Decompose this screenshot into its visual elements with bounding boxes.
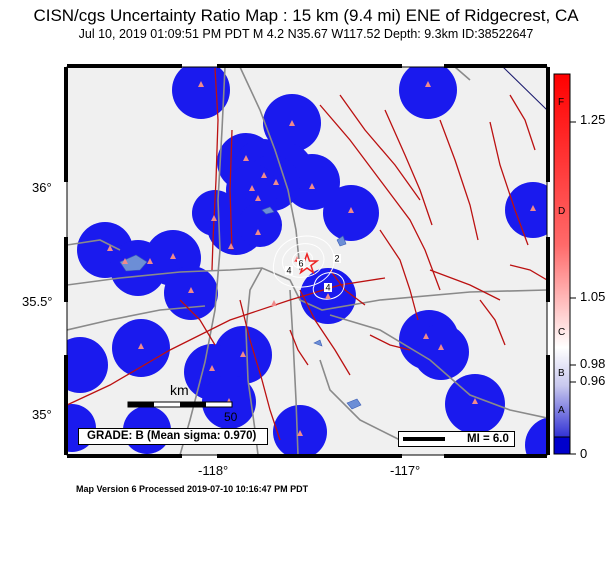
contour-label-group: 6 4 2 4 (285, 254, 341, 293)
km-distance: 50 (224, 410, 238, 424)
scale-tick: 1.25 (580, 112, 606, 127)
scale-tick: 0.96 (580, 373, 606, 388)
event-info: Jul 10, 2019 01:09:51 PM PDT M 4.2 N35.6… (78, 27, 534, 41)
scale-tick: 0 (580, 446, 588, 461)
lat-tick: 36° (32, 180, 52, 195)
faults (67, 67, 547, 441)
lon-tick: -117° (390, 463, 421, 478)
grade-letter: D (558, 206, 565, 217)
contour-label: 4 (287, 266, 292, 276)
boundary-line (502, 67, 547, 111)
grade-letter: A (558, 405, 565, 416)
contour-label: 4 (326, 283, 331, 293)
grade-letter: C (558, 327, 565, 338)
mi-legend: MI = 6.0 (398, 431, 515, 447)
grade-letter: B (558, 368, 565, 379)
lat-tick: 35.5° (22, 294, 53, 309)
km-label: km (170, 382, 189, 398)
uncertainty-regions (67, 67, 547, 455)
map-version: Map Version 6 Processed 2019-07-10 10:16… (76, 484, 309, 494)
map-title: CISN/cgs Uncertainty Ratio Map : 15 km (… (33, 6, 579, 25)
mi-label: MI = 6.0 (467, 433, 509, 445)
color-scale: F D C B A (553, 73, 576, 455)
mi-bar (403, 437, 445, 441)
map-frame (64, 64, 550, 458)
scale-tick: 0.98 (580, 356, 606, 371)
grade-box: GRADE: B (Mean sigma: 0.970) (78, 428, 268, 445)
lat-tick: 35° (32, 407, 52, 422)
grade-letter: F (558, 97, 564, 108)
lon-tick: -118° (198, 463, 229, 478)
contour-label: 6 (299, 259, 304, 269)
water-bodies (119, 206, 362, 410)
scale-tick: 1.05 (580, 289, 606, 304)
contour-label: 2 (335, 254, 340, 264)
km-scale-bar (127, 401, 233, 408)
